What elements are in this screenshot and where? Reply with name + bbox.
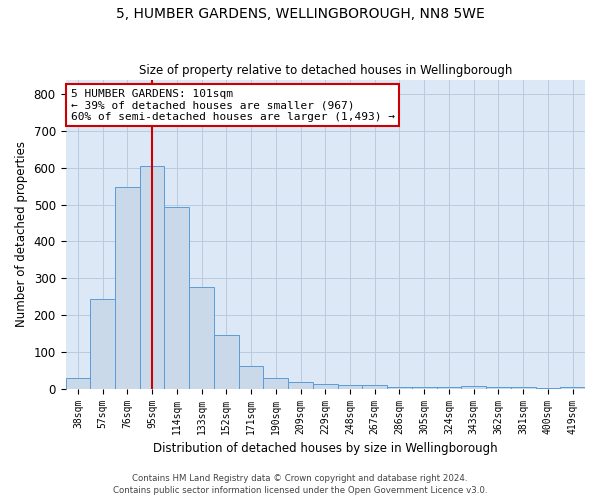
Text: 5, HUMBER GARDENS, WELLINGBOROUGH, NN8 5WE: 5, HUMBER GARDENS, WELLINGBOROUGH, NN8 5… [116,8,484,22]
Bar [288,382,313,388]
Text: Contains HM Land Registry data © Crown copyright and database right 2024.
Contai: Contains HM Land Registry data © Crown c… [113,474,487,495]
Bar [560,387,585,388]
X-axis label: Distribution of detached houses by size in Wellingborough: Distribution of detached houses by size … [153,442,497,455]
Bar [115,187,140,388]
Bar [511,387,536,388]
Bar [313,384,338,388]
Text: 5 HUMBER GARDENS: 101sqm
← 39% of detached houses are smaller (967)
60% of semi-: 5 HUMBER GARDENS: 101sqm ← 39% of detach… [71,89,395,122]
Bar [362,385,387,388]
Bar [338,384,362,388]
Bar [412,387,437,388]
Bar [387,387,412,388]
Bar [263,378,288,388]
Bar [461,386,486,388]
Bar [239,366,263,388]
Bar [486,387,511,388]
Bar [189,287,214,388]
Y-axis label: Number of detached properties: Number of detached properties [15,141,28,327]
Bar [90,298,115,388]
Bar [164,208,189,388]
Bar [65,378,90,388]
Bar [140,166,164,388]
Title: Size of property relative to detached houses in Wellingborough: Size of property relative to detached ho… [139,64,512,77]
Bar [437,387,461,388]
Bar [214,334,239,388]
